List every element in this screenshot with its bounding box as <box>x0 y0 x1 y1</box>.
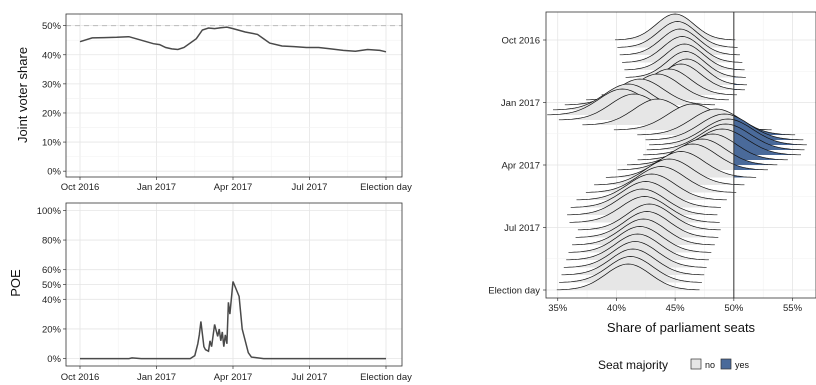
seats-y-tick-label: Jan 2017 <box>501 98 540 109</box>
ridge-outline <box>585 166 737 193</box>
seats-y-axis: Oct 2016 Jan 2017 Apr 2017 Jul 2017 Election… <box>488 36 546 297</box>
ridge-outline <box>605 151 757 178</box>
ridge-outline <box>649 118 807 146</box>
ridge-fill-no <box>556 264 700 290</box>
ridge-fill-yes <box>733 164 768 170</box>
voter-share-grid <box>66 14 402 177</box>
poe-y-tick-label: 80% <box>42 236 62 247</box>
seats-x-tick-label: 35% <box>548 303 568 314</box>
ridge-fill-yes <box>733 83 747 85</box>
poe-y-axis-title: POE <box>8 269 23 297</box>
poe-y-tick-label: 20% <box>42 324 62 335</box>
ridge-outline <box>637 133 788 161</box>
seats-x-tick-label: 50% <box>724 303 744 314</box>
ridge-outline <box>570 181 721 208</box>
ridge-outline <box>575 211 719 238</box>
ridge-outline <box>577 203 721 231</box>
poe-y-tick-label: 40% <box>42 295 62 306</box>
voter-share-y-tick-label: 20% <box>42 108 62 119</box>
ridge-fill-yes <box>733 175 757 178</box>
ridge-outline <box>619 28 740 56</box>
voter-share-plot-area <box>66 14 402 177</box>
seats-y-tick-label: Apr 2017 <box>501 161 540 172</box>
poe-x-axis: Oct 2016 Jan 2017 Apr 2017 Jul 2017 Election… <box>61 366 412 383</box>
poe-y-axis: 0% 20% 40% 50% 60% 80% 100% <box>37 206 66 365</box>
voter-share-x-tick-label: Jul 2017 <box>292 182 328 193</box>
voter-share-x-axis: Oct 2016 Jan 2017 Apr 2017 Jul 2017 Election… <box>61 177 412 193</box>
ridge-fill-yes <box>733 142 788 160</box>
voter-share-y-tick-label: 50% <box>42 21 62 32</box>
ridge-outline <box>566 233 709 261</box>
voter-share-y-tick-label: 0% <box>47 167 61 178</box>
seats-panel: Oct 2016 Jan 2017 Apr 2017 Jul 2017 Election… <box>488 11 816 372</box>
voter-share-line <box>79 26 387 53</box>
ridge-outline <box>569 196 720 223</box>
ridge-outline <box>568 226 712 253</box>
ridge-outline <box>624 43 745 71</box>
seats-x-axis: 35% 40% 45% 50% 55% <box>548 298 803 314</box>
voter-share-panel-border <box>65 13 403 178</box>
voter-share-y-axis-title: Joint voter share <box>15 47 30 143</box>
voter-share-x-tick-label: Oct 2016 <box>61 182 100 193</box>
ridge-outline <box>561 248 705 276</box>
ridge-outline <box>617 21 738 48</box>
ridge-outline <box>646 123 805 151</box>
legend-title: Seat majority <box>598 358 668 372</box>
voter-share-y-axis: 0% 10% 20% 30% 40% 50% <box>42 21 66 178</box>
seats-x-tick-label: 40% <box>607 303 627 314</box>
ridge-outline <box>559 256 702 283</box>
seats-panel-border <box>545 11 816 299</box>
voter-share-x-tick-label: Apr 2017 <box>214 182 253 193</box>
ridge-outline <box>572 218 715 246</box>
ridge-fill-yes <box>733 131 801 155</box>
voter-share-panel: 0% 10% 20% 30% 40% 50% Oct 2016 Jan 2017 Apr 20… <box>15 13 412 193</box>
voter-share-y-tick-label: 10% <box>42 138 62 149</box>
ridge-fill-yes <box>733 154 778 165</box>
ridge-outline <box>567 188 718 216</box>
legend-label-no: no <box>705 360 715 370</box>
ridge-outline <box>556 263 700 291</box>
poe-x-tick-label: Jul 2017 <box>292 372 328 383</box>
legend-swatch-yes <box>720 358 732 370</box>
poe-y-tick-label: 100% <box>37 206 62 217</box>
ridge-outline <box>564 78 715 106</box>
ridge-outline <box>617 143 768 171</box>
seats-y-tick-label: Election day <box>488 286 540 297</box>
poe-line <box>80 281 386 360</box>
ridge-outline <box>627 138 778 166</box>
ridge-outline <box>563 241 707 268</box>
ridge-outline <box>643 128 801 156</box>
poe-x-tick-label: Oct 2016 <box>61 372 100 383</box>
voter-share-x-tick-label: Election day <box>360 182 412 193</box>
ridge-outline <box>625 51 746 78</box>
voter-share-y-tick-label: 40% <box>42 50 62 61</box>
ridge-outline <box>594 158 745 186</box>
poe-x-tick-label: Election day <box>360 372 412 383</box>
poe-x-tick-label: Jan 2017 <box>137 372 176 383</box>
seats-ridges <box>547 13 807 291</box>
poe-panel: 0% 20% 40% 50% 60% 80% 100% Oct 2016 Jan 2017 Ap… <box>8 202 412 383</box>
ridge-fill-yes <box>733 76 746 78</box>
legend-swatch-no <box>690 358 702 370</box>
voter-share-x-tick-label: Jan 2017 <box>137 182 176 193</box>
legend-label-yes: yes <box>735 360 750 370</box>
seats-x-tick-label: 45% <box>666 303 686 314</box>
poe-x-tick-label: Apr 2017 <box>214 372 253 383</box>
ridge-outline <box>576 173 727 201</box>
ridge-outline <box>615 13 736 41</box>
ridge-outline <box>645 113 804 141</box>
seats-x-tick-label: 55% <box>783 303 803 314</box>
seats-x-axis-title: Share of parliament seats <box>607 320 756 335</box>
seats-y-tick-label: Oct 2016 <box>501 36 540 47</box>
ridge <box>556 263 700 291</box>
seat-majority-legend: Seat majority no yes <box>598 358 750 372</box>
poe-y-tick-label: 0% <box>47 354 61 365</box>
poe-y-tick-label: 60% <box>42 265 62 276</box>
seats-y-tick-label: Jul 2017 <box>504 223 540 234</box>
ridge-outline <box>622 36 743 63</box>
poe-y-tick-label: 50% <box>42 280 62 291</box>
voter-share-y-tick-label: 30% <box>42 79 62 90</box>
ridge-outline <box>637 108 796 136</box>
